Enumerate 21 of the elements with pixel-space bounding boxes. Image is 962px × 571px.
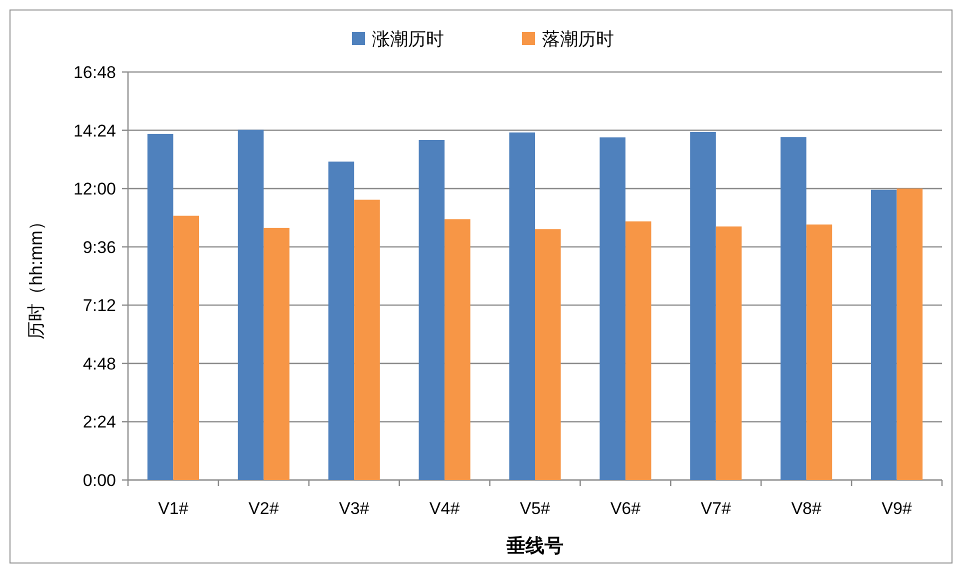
ytick: 9:36: [82, 238, 116, 257]
xlabel: 垂线号: [506, 536, 564, 557]
xtick: V5#: [520, 499, 550, 518]
xtick: V8#: [791, 499, 822, 518]
xtick: V2#: [248, 499, 279, 518]
ytick: 14:24: [73, 121, 116, 140]
ytick: 7:12: [82, 296, 116, 316]
xtick: V3#: [338, 499, 370, 518]
xtick: V6#: [610, 499, 641, 518]
ytick: 16:48: [73, 63, 116, 82]
ytick: 4:48: [82, 354, 116, 374]
legend: 落潮历时: [542, 29, 614, 49]
ytick: 12:00: [73, 180, 116, 199]
ytick: 2:24: [82, 412, 116, 432]
xtick: V1#: [158, 499, 188, 518]
xtick: V4#: [429, 499, 460, 518]
ylabel: 历时（hh:mm）: [26, 212, 46, 340]
ytick: 0:00: [82, 471, 116, 490]
xtick: V9#: [882, 499, 912, 518]
xtick: V7#: [700, 499, 732, 518]
legend: 涨潮历时: [372, 29, 444, 49]
